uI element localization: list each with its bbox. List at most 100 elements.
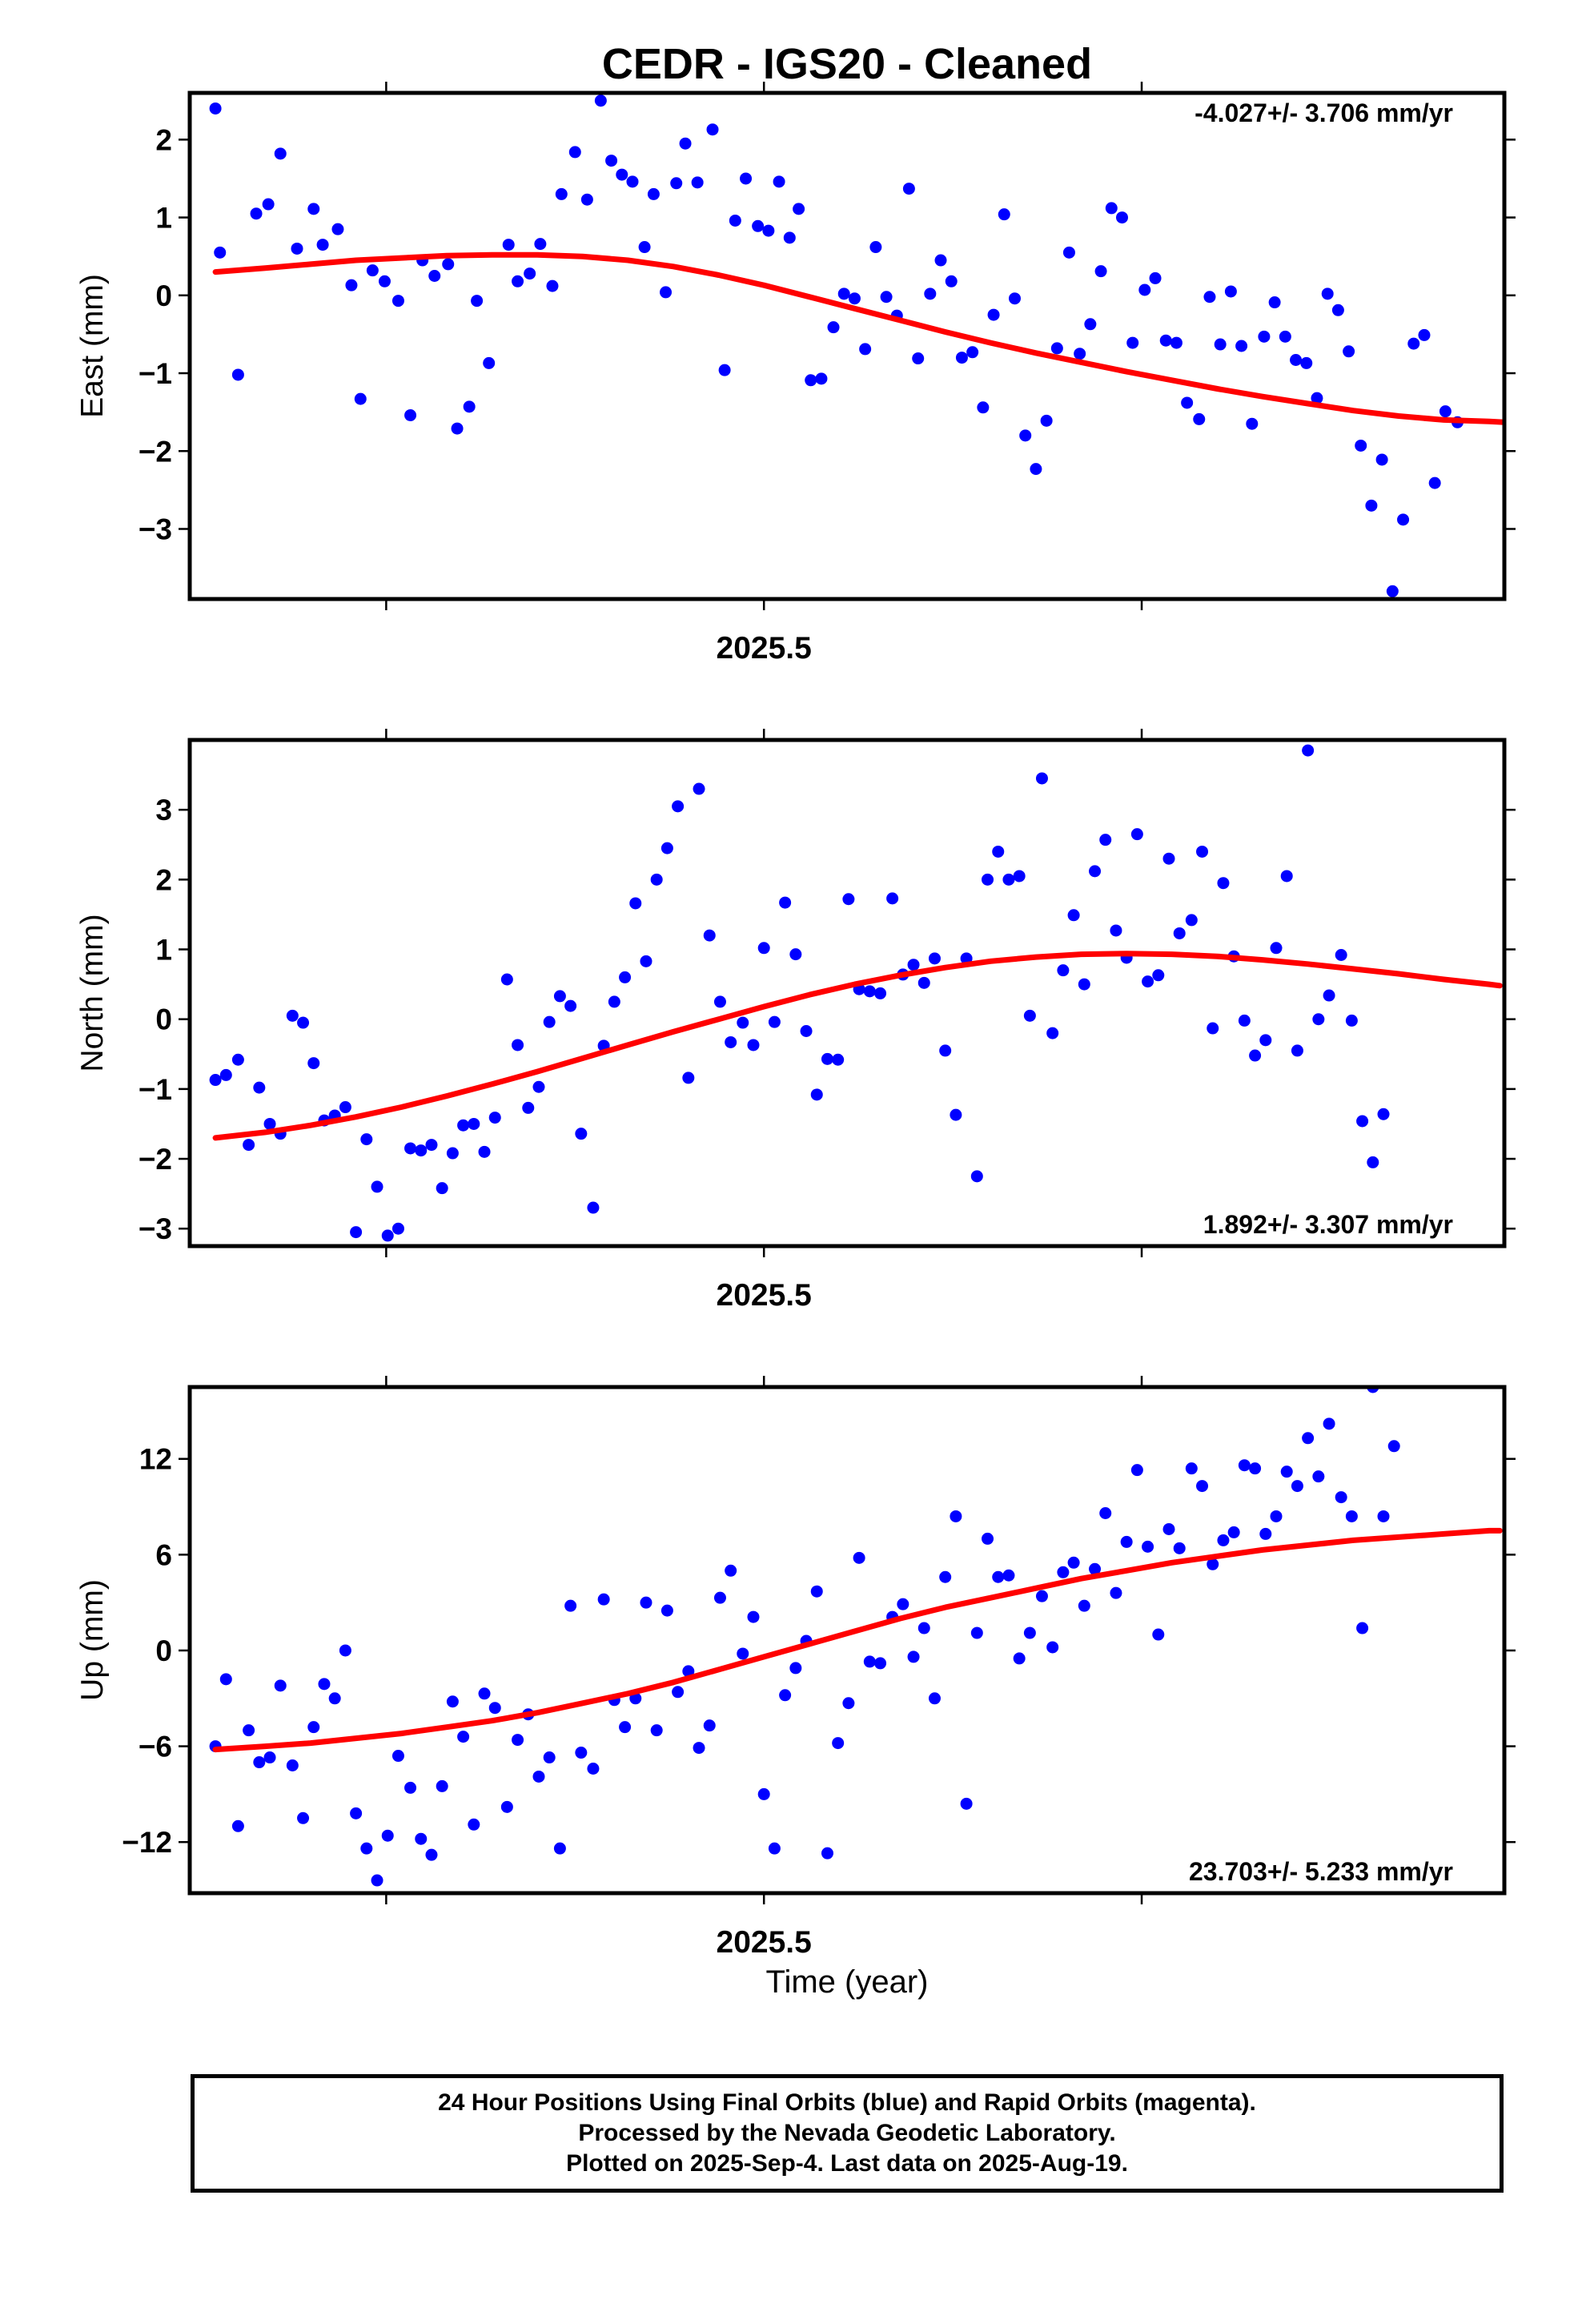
- data-point: [446, 1695, 459, 1708]
- data-point: [1494, 0, 1506, 6]
- data-point: [350, 1226, 363, 1239]
- data-point: [789, 1662, 802, 1675]
- data-point: [670, 177, 683, 190]
- data-point: [1217, 1534, 1230, 1546]
- data-point: [977, 401, 990, 414]
- data-point: [1409, 0, 1421, 6]
- data-point: [779, 896, 792, 909]
- data-point: [425, 1848, 438, 1861]
- data-point: [1138, 283, 1151, 296]
- data-points: [209, 94, 1464, 597]
- data-point: [832, 1053, 845, 1066]
- data-point: [1089, 1562, 1102, 1575]
- data-point: [263, 1117, 276, 1130]
- data-point: [1377, 1510, 1390, 1522]
- data-point: [672, 800, 685, 813]
- data-point: [939, 1044, 952, 1057]
- data-point: [992, 1570, 1005, 1583]
- data-point: [543, 1015, 556, 1028]
- data-point: [404, 1781, 417, 1794]
- data-point: [842, 1697, 855, 1710]
- data-point: [970, 1626, 983, 1639]
- data-point: [1019, 429, 1032, 442]
- data-point: [575, 1747, 588, 1759]
- data-point: [917, 1622, 930, 1634]
- data-point: [747, 1039, 760, 1051]
- data-point: [297, 1016, 310, 1029]
- data-point: [1428, 476, 1441, 489]
- data-point: [1023, 1009, 1036, 1022]
- data-point: [1159, 334, 1172, 347]
- data-point: [970, 1170, 983, 1183]
- data-point: [1185, 914, 1198, 927]
- data-point: [587, 1201, 600, 1214]
- data-point: [1399, 0, 1411, 6]
- data-point: [955, 352, 968, 364]
- data-point: [1407, 337, 1420, 350]
- data-point: [564, 999, 577, 1012]
- data-point: [587, 1762, 600, 1775]
- data-point: [1462, 0, 1474, 6]
- data-points: [209, 0, 1506, 1242]
- data-point: [1439, 405, 1452, 418]
- data-point: [1105, 202, 1118, 215]
- data-point: [1074, 348, 1086, 360]
- data-point: [463, 400, 476, 413]
- data-point: [1343, 345, 1355, 358]
- data-point: [966, 346, 979, 359]
- data-point: [451, 422, 464, 435]
- data-point: [345, 279, 358, 292]
- data-point: [1335, 1491, 1347, 1504]
- data-point: [436, 1779, 448, 1792]
- data-point: [869, 241, 882, 254]
- data-point: [703, 1719, 716, 1732]
- data-point: [945, 275, 958, 287]
- data-point: [404, 409, 417, 422]
- data-point: [1472, 0, 1484, 6]
- data-point: [219, 1068, 232, 1081]
- data-point: [546, 279, 559, 292]
- y-tick-label: −3: [139, 513, 172, 545]
- data-point: [1280, 870, 1293, 883]
- data-point: [1249, 1049, 1262, 1062]
- data-point: [1050, 342, 1063, 355]
- data-point: [307, 203, 320, 215]
- data-point: [1035, 1590, 1048, 1602]
- data-point: [1302, 744, 1315, 757]
- data-point: [366, 264, 379, 277]
- y-axis-label: North (mm): [75, 914, 110, 1072]
- data-point: [1035, 772, 1048, 785]
- data-point: [1067, 909, 1080, 922]
- data-point: [1030, 463, 1042, 476]
- data-point: [442, 258, 455, 271]
- data-point: [318, 1678, 331, 1691]
- data-point: [1494, 0, 1506, 6]
- data-point: [1207, 1022, 1219, 1035]
- data-point: [1291, 1480, 1303, 1493]
- data-point: [457, 1731, 470, 1743]
- y-tick-label: 0: [155, 279, 172, 312]
- data-point: [1207, 1558, 1219, 1570]
- y-tick-label: 1: [155, 934, 172, 967]
- data-point: [1377, 1108, 1390, 1120]
- data-point: [740, 172, 753, 185]
- data-point: [1238, 1014, 1251, 1027]
- data-point: [907, 1651, 920, 1663]
- x-tick-label: 2025.5: [717, 1278, 812, 1313]
- data-point: [274, 147, 287, 160]
- east-panel: 2025.5 −3 −2 −1 0 1 2 East (mm) -4.027+/- 3.706 …: [75, 82, 1516, 665]
- data-point: [757, 1787, 770, 1800]
- data-point: [679, 137, 692, 150]
- data-point: [500, 973, 513, 986]
- data-point: [886, 892, 899, 905]
- data-point: [1270, 1510, 1283, 1522]
- data-point: [1246, 417, 1259, 430]
- data-point: [729, 214, 741, 227]
- data-point: [1214, 338, 1227, 351]
- data-point: [1431, 0, 1443, 6]
- data-point: [821, 1052, 833, 1065]
- data-point: [779, 1689, 792, 1702]
- data-point: [1356, 1622, 1369, 1634]
- data-point: [1323, 989, 1335, 1002]
- data-point: [1311, 392, 1323, 404]
